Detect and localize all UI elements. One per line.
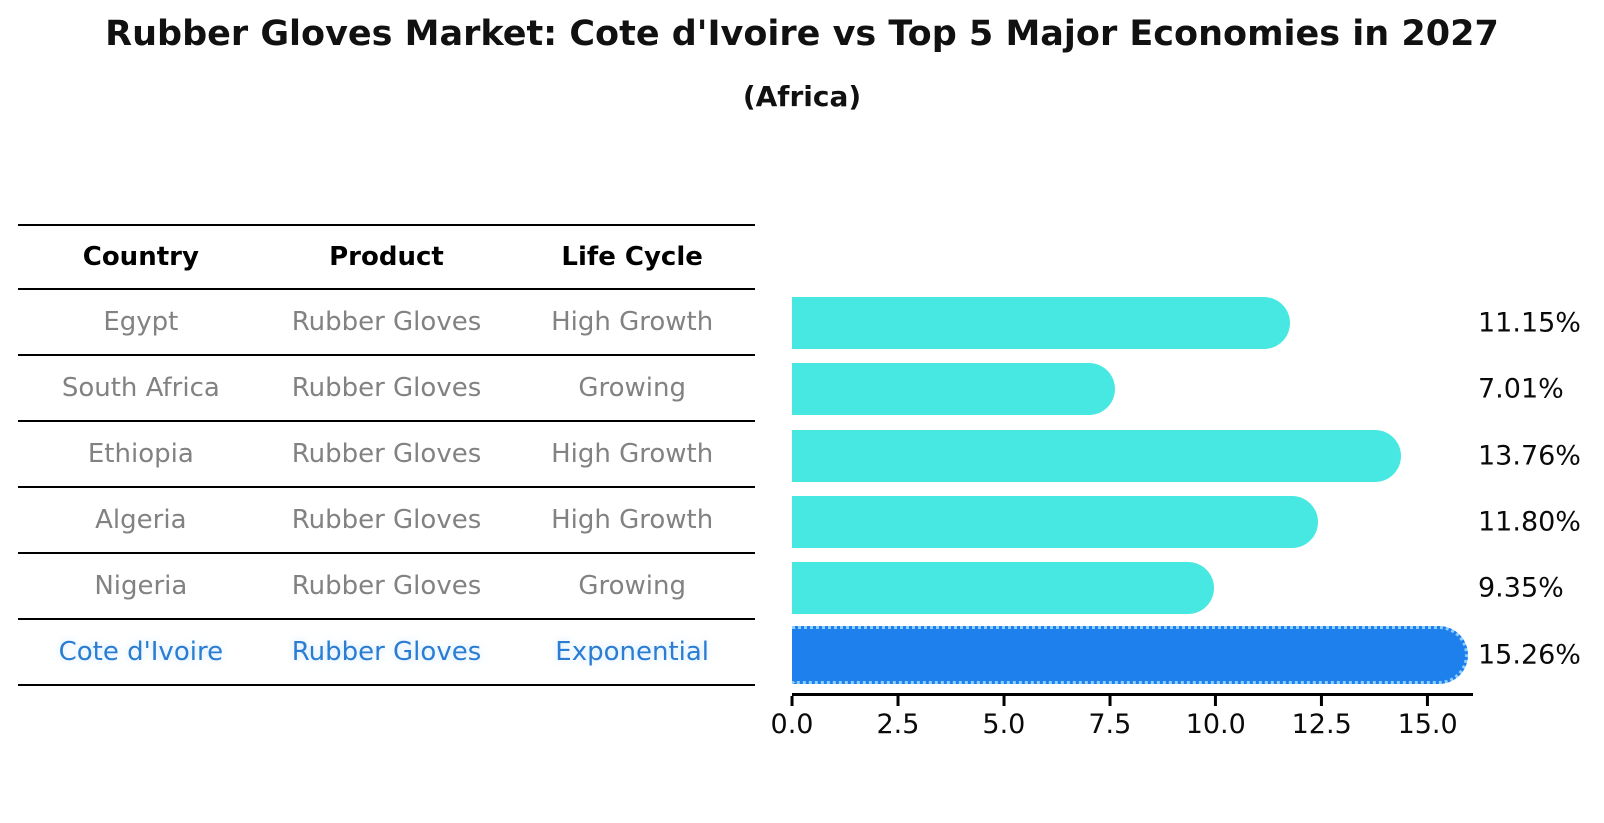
table-row-highlighted: Cote d'Ivoire Rubber Gloves Exponential (18, 619, 755, 686)
x-tick: 5.0 (982, 696, 1025, 740)
cell-lifecycle: High Growth (509, 487, 755, 554)
cell-product: Rubber Gloves (263, 355, 510, 422)
cell-country: Cote d'Ivoire (18, 619, 264, 686)
x-tick-label: 12.5 (1291, 709, 1352, 740)
bar-value-label: 13.76% (1478, 440, 1581, 472)
x-tick-mark (896, 696, 900, 706)
x-tick: 0.0 (770, 696, 814, 740)
col-header-product: Product (263, 224, 510, 290)
bar-egypt (792, 297, 1291, 350)
cell-country: South Africa (18, 355, 264, 422)
x-tick: 10.0 (1186, 696, 1246, 740)
x-tick: 2.5 (876, 696, 919, 740)
x-tick-label: 5.0 (982, 709, 1026, 740)
bar-cote-divoire (792, 625, 1468, 684)
table-row: South Africa Rubber Gloves Growing (18, 355, 755, 422)
bar-value-label: 11.80% (1478, 506, 1581, 538)
cell-country: Nigeria (18, 553, 264, 620)
table-row: Egypt Rubber Gloves High Growth (18, 289, 755, 356)
cell-country: Algeria (18, 487, 264, 554)
x-tick: 15.0 (1398, 696, 1458, 740)
chart-title: Rubber Gloves Market: Cote d'Ivoire vs T… (105, 14, 1499, 54)
x-tick-label: 2.5 (876, 709, 920, 740)
table-row: Algeria Rubber Gloves High Growth (18, 487, 755, 554)
cell-product: Rubber Gloves (263, 553, 510, 620)
cell-country: Ethiopia (18, 421, 264, 488)
x-tick-mark (1426, 696, 1430, 706)
bar-south-africa (792, 363, 1116, 416)
table-header-row: Country Product Life Cycle (18, 224, 755, 290)
x-tick-mark (1320, 696, 1324, 706)
cell-lifecycle: High Growth (509, 289, 755, 356)
bar-ethiopia (792, 429, 1402, 482)
bar-algeria (792, 496, 1319, 549)
cell-product: Rubber Gloves (263, 421, 510, 488)
bar-value-label: 15.26% (1478, 639, 1581, 671)
x-tick: 7.5 (1088, 696, 1131, 740)
bar-value-label: 7.01% (1478, 373, 1564, 405)
x-tick-label: 0.0 (770, 709, 814, 740)
bar-nigeria (792, 562, 1215, 615)
x-axis-line (792, 693, 1473, 696)
x-tick-mark (790, 696, 794, 706)
x-tick-label: 7.5 (1088, 709, 1132, 740)
x-tick-mark (1214, 696, 1218, 706)
x-tick-mark (1002, 696, 1006, 706)
x-tick-label: 15.0 (1397, 709, 1458, 740)
cell-product: Rubber Gloves (263, 619, 510, 686)
cell-lifecycle: Growing (509, 553, 755, 620)
col-header-lifecycle: Life Cycle (509, 224, 755, 290)
cell-product: Rubber Gloves (263, 487, 510, 554)
table-row: Nigeria Rubber Gloves Growing (18, 553, 755, 620)
cell-country: Egypt (18, 289, 264, 356)
country-table: Country Product Life Cycle Egypt Rubber … (18, 224, 755, 686)
bar-value-label: 9.35% (1478, 572, 1564, 604)
x-tick-label: 10.0 (1185, 709, 1246, 740)
x-tick-mark (1108, 696, 1112, 706)
cell-lifecycle: Growing (509, 355, 755, 422)
cell-lifecycle: High Growth (509, 421, 755, 488)
col-header-country: Country (18, 224, 264, 290)
cell-lifecycle: Exponential (509, 619, 755, 686)
chart-subtitle: (Africa) (742, 80, 862, 113)
x-tick: 12.5 (1292, 696, 1352, 740)
cell-product: Rubber Gloves (263, 289, 510, 356)
table-row: Ethiopia Rubber Gloves High Growth (18, 421, 755, 488)
bar-value-label: 11.15% (1478, 307, 1581, 339)
